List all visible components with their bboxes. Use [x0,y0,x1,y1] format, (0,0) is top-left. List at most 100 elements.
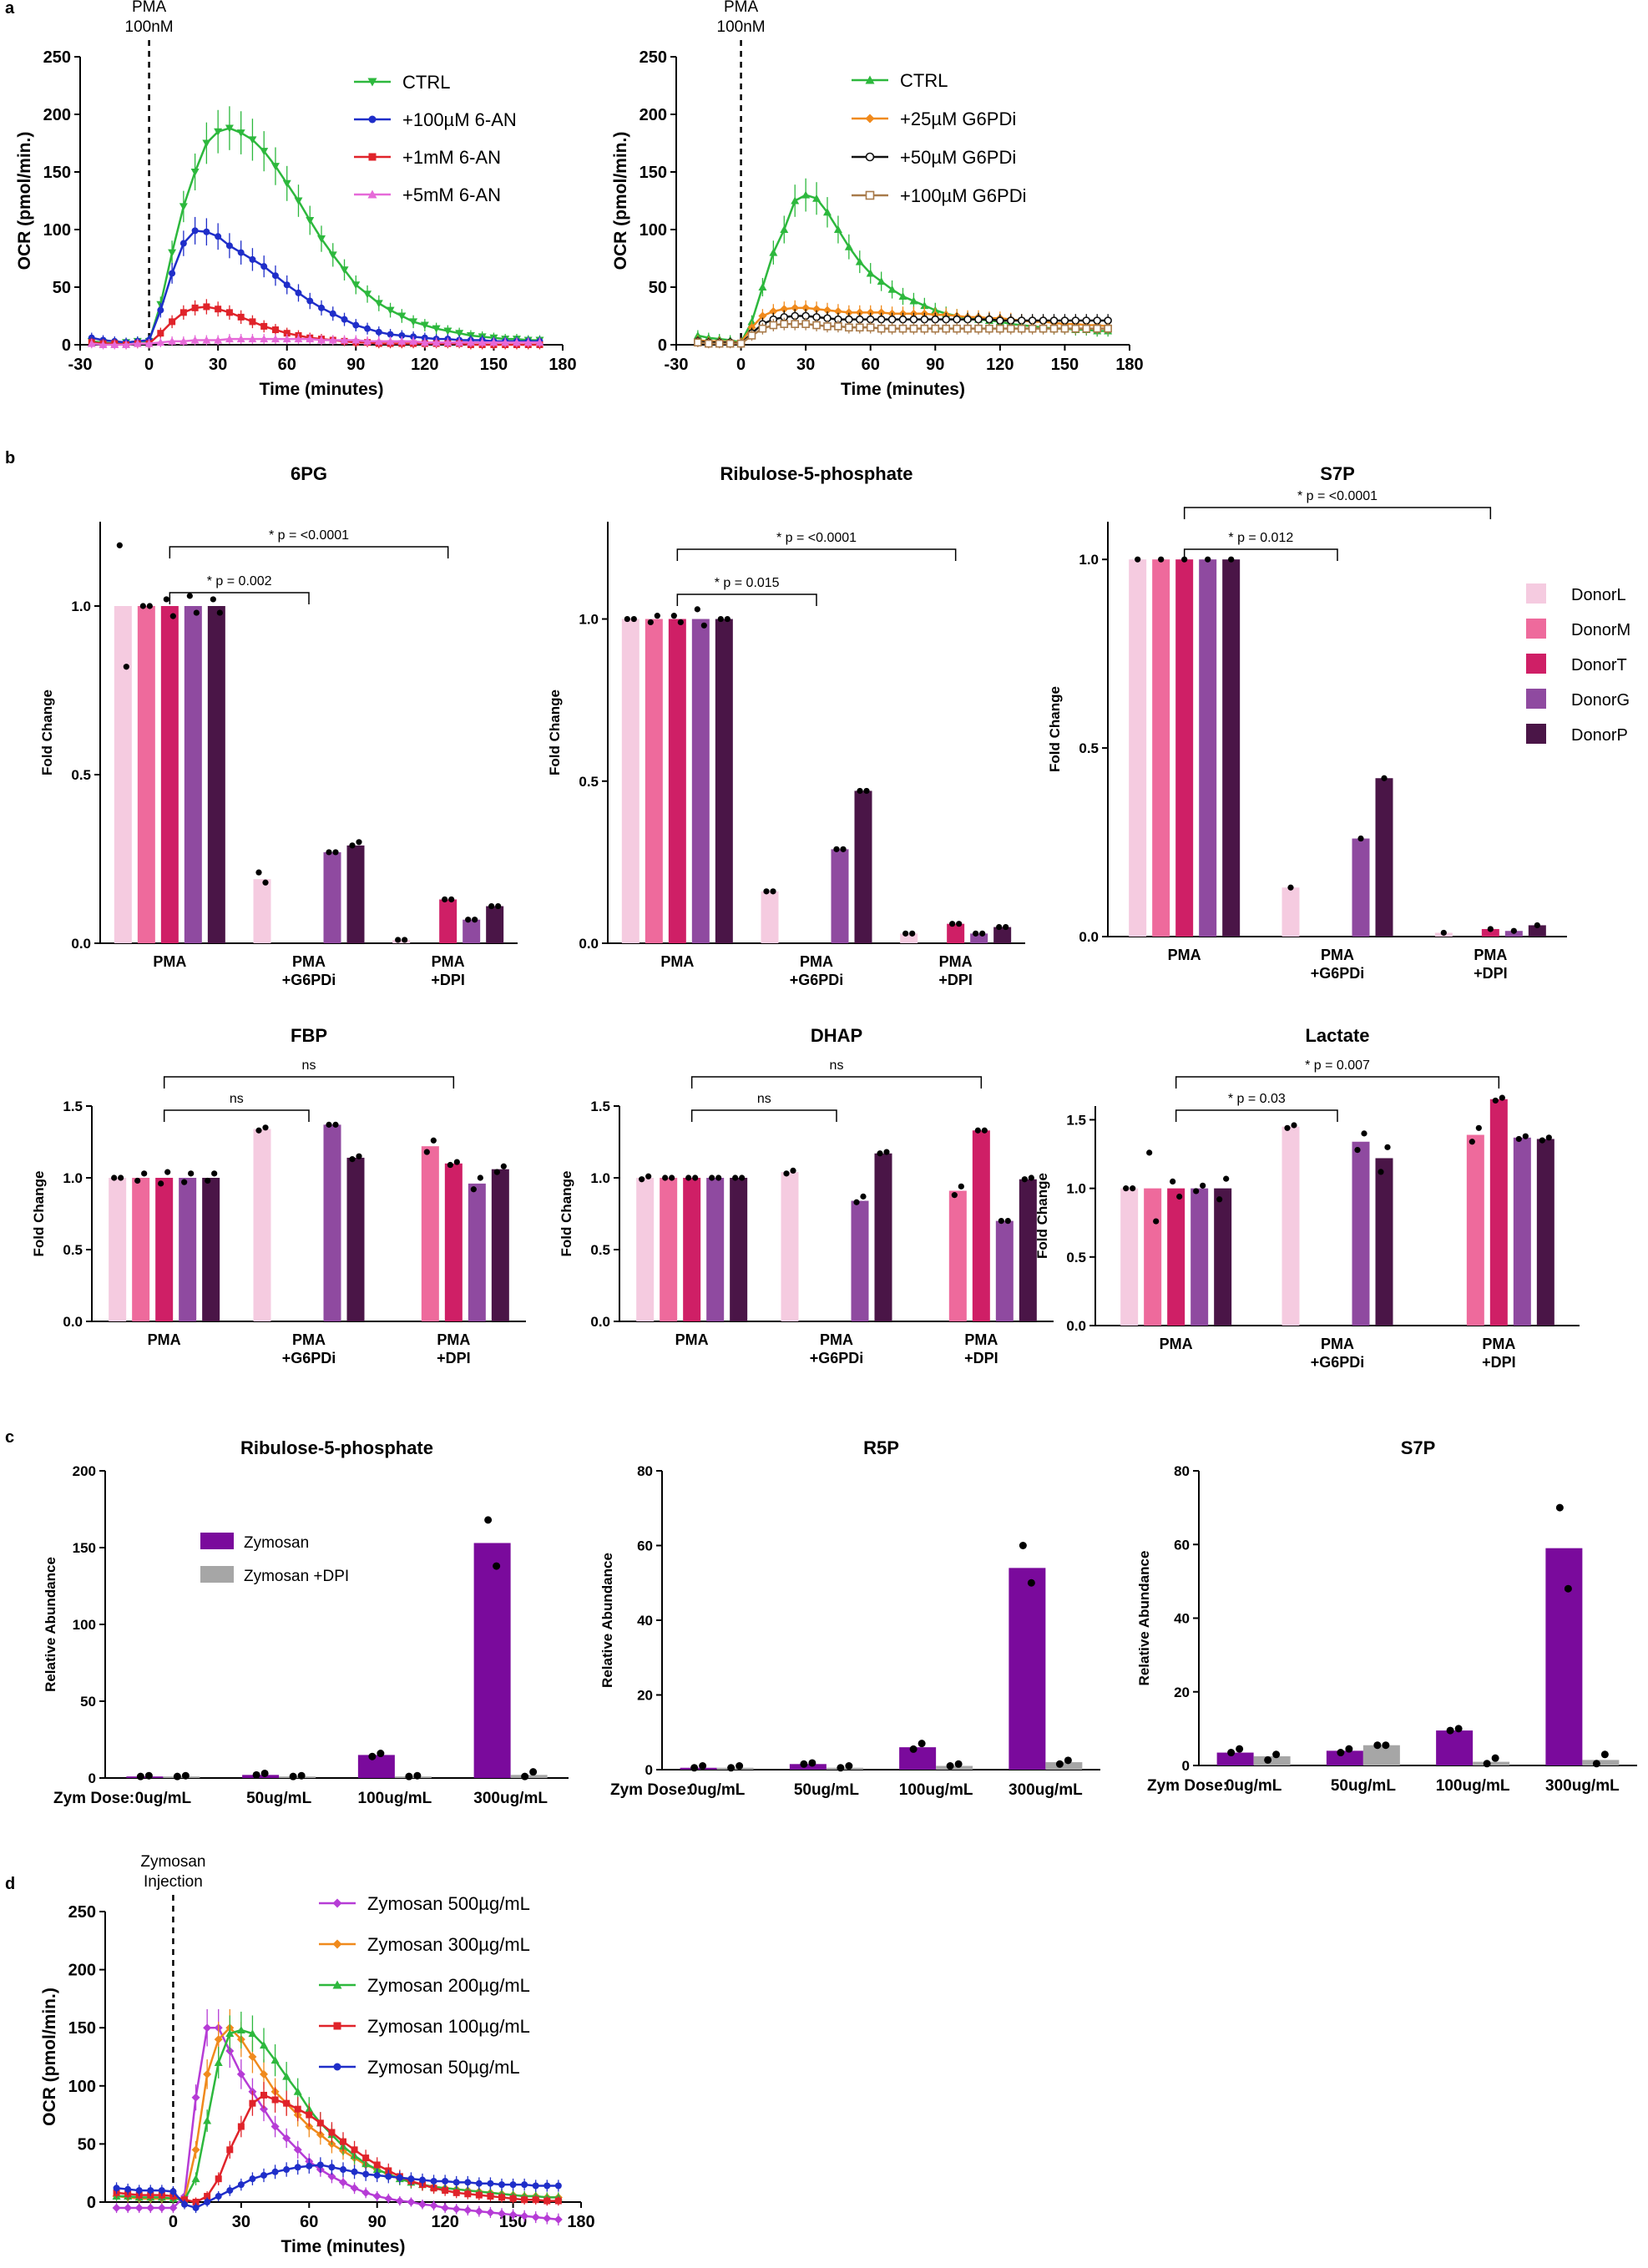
y-tick-label: 40 [637,1613,653,1629]
x-tick-label: 0 [736,356,746,374]
y-tick-label: 1.0 [1079,552,1099,568]
data-point [812,321,821,330]
data-point [554,2182,562,2190]
replicate-dot [670,613,677,619]
data-point [113,2185,120,2192]
replicate-dot [853,1199,860,1205]
replicate-dot [1555,1503,1564,1512]
bar-donort [947,923,965,943]
data-point [317,235,326,244]
data-point [363,336,372,345]
replicate-dot [521,1772,529,1781]
data-point [374,336,383,345]
replicate-dot [996,923,1003,931]
replicate-dot [998,1218,1004,1225]
data-point [373,2161,381,2169]
data-point [226,2187,234,2195]
bar-zymosan [899,1747,937,1770]
data-point [866,269,875,277]
bar-donort [160,606,179,943]
data-point [190,169,200,176]
data-point [248,2053,257,2061]
chart-title: Ribulose-5-phosphate [240,1437,433,1458]
replicate-dot [470,1186,477,1193]
bar-zymosan-dpi [1582,1760,1620,1765]
bar-donorp [730,1178,748,1321]
x-tick-label: 180 [1115,356,1143,374]
legend-swatch [1526,654,1546,674]
significance-bracket [676,548,957,561]
legend-marker [865,190,875,200]
y-tick-label: 0.5 [590,1242,610,1258]
legend-swatch [1526,689,1546,709]
replicate-dot [158,1180,164,1187]
data-point [909,324,918,333]
legend-marker [865,114,875,124]
data-point [340,336,349,344]
y-tick-label: 100 [68,2078,96,2096]
significance-bracket [1175,1076,1500,1089]
x-tick-label: 120 [431,2213,458,2231]
y-axis-label: Fold Change [547,689,563,775]
replicate-dot [1545,1134,1552,1141]
replicate-dot [1378,1169,1384,1175]
data-point [202,139,211,148]
data-point [898,315,907,324]
data-point [317,336,326,344]
y-tick-label: 0.5 [71,767,91,783]
replicate-dot [1539,1137,1545,1144]
legend-label: CTRL [402,72,450,93]
data-point [282,2134,291,2143]
replicate-dot [1055,1760,1064,1768]
replicate-dot [808,1759,816,1767]
replicate-dot [883,1149,890,1155]
data-point [974,315,983,324]
replicate-dot [493,1169,500,1175]
chart-title: S7P [1320,463,1355,484]
category-label: PMA [292,1331,326,1348]
replicate-dot [326,1121,332,1128]
legend-label: Zymosan 500µg/mL [367,1893,530,1914]
data-point [204,2199,211,2205]
data-point [780,305,789,314]
data-point [780,225,789,233]
legend-marker [865,75,875,84]
replicate-dot [205,1177,211,1185]
replicate-dot [974,1127,981,1134]
replicate-dot [1592,1760,1600,1768]
data-point [397,312,407,321]
replicate-dot [1205,556,1211,563]
category-label: +DPI [1482,1354,1516,1371]
replicate-dot [169,613,176,619]
replicate-dot [863,787,870,795]
data-point [237,313,245,321]
replicate-dot [186,593,193,599]
y-tick-label: 1.0 [63,1170,83,1186]
replicate-dot [356,839,362,846]
replicate-dot [717,615,724,623]
y-axis-label: Fold Change [1034,1173,1050,1259]
replicate-dot [1475,1124,1482,1131]
bar-donorg [691,619,710,943]
replicate-dot [493,1562,501,1570]
data-point [430,2177,437,2185]
category-label: 0ug/mL [689,1781,746,1799]
data-point [855,323,864,332]
y-tick-label: 0 [658,336,667,355]
category-label: 0ug/mL [1226,1777,1282,1795]
replicate-dot [1272,1750,1281,1759]
data-point [812,194,821,202]
data-point [122,341,131,348]
category-label: PMA [153,953,186,970]
data-point [920,315,929,324]
replicate-dot [1153,1218,1160,1225]
y-tick-label: 1.0 [590,1170,610,1186]
chart-b-dhap: DHAP 0.0 0.5 1.0 1.5 Fold Change PMA PMA +G6PDi P… [559,1025,1054,1366]
replicate-dot [1382,1741,1390,1750]
data-point [823,322,832,331]
y-tick-label: 60 [1174,1537,1190,1553]
legend-label: Zymosan +DPI [244,1568,349,1585]
replicate-dot [413,1771,422,1780]
bar-zymosan [789,1764,827,1770]
